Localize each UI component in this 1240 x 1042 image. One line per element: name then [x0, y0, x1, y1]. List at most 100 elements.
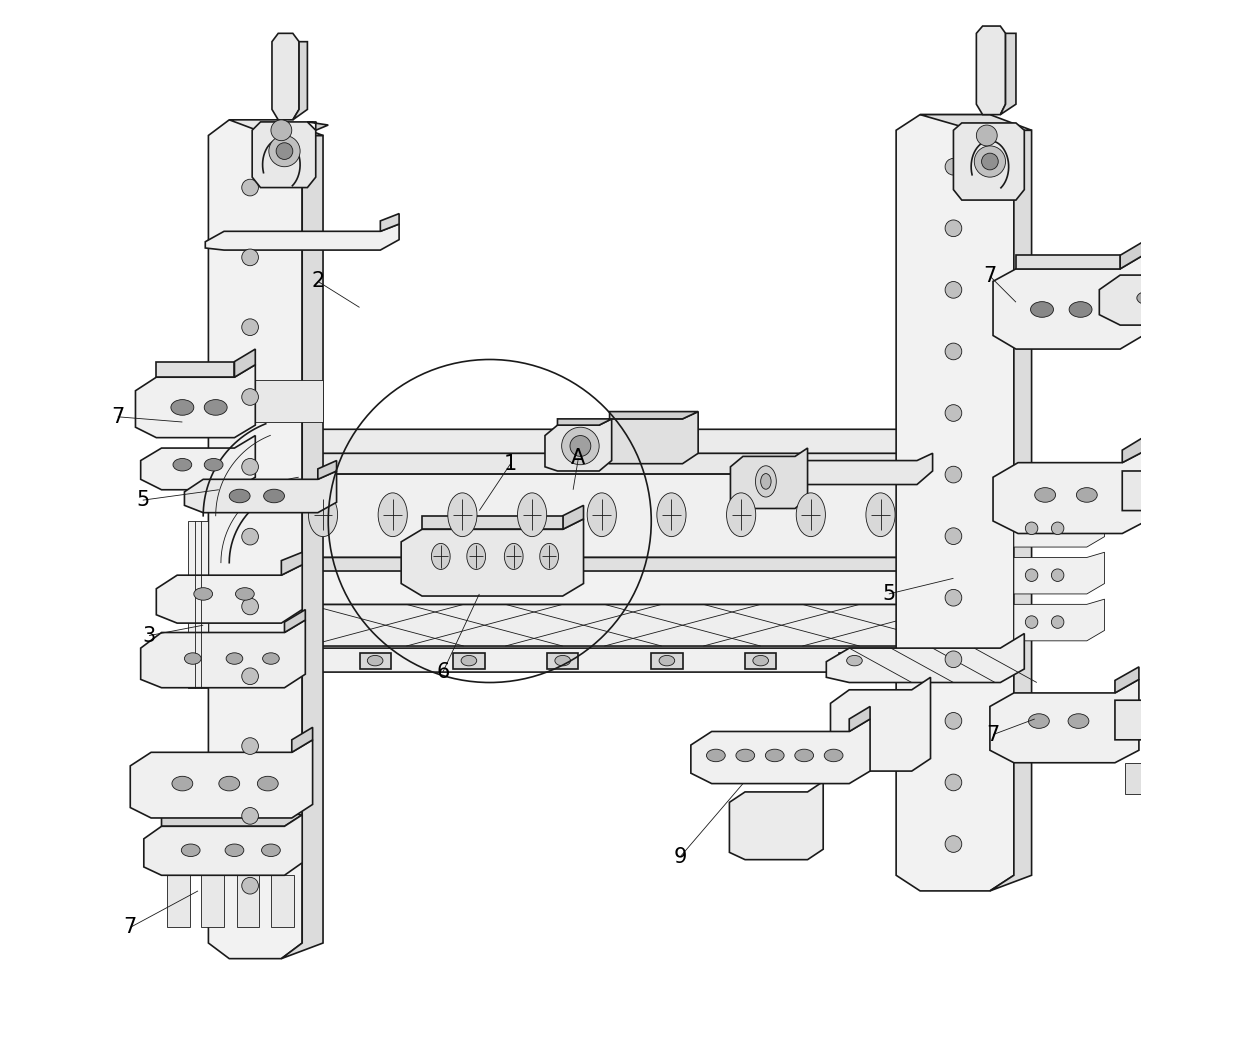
Circle shape	[945, 651, 962, 668]
Ellipse shape	[171, 399, 193, 416]
Polygon shape	[544, 419, 611, 471]
Ellipse shape	[505, 544, 523, 569]
Text: 9: 9	[673, 846, 687, 867]
Circle shape	[945, 281, 962, 298]
Circle shape	[1025, 616, 1038, 628]
Text: 7: 7	[986, 724, 999, 745]
Ellipse shape	[1076, 488, 1097, 502]
Circle shape	[1052, 616, 1064, 628]
Polygon shape	[760, 453, 932, 485]
Polygon shape	[831, 677, 930, 771]
Polygon shape	[1115, 667, 1138, 693]
Text: 3: 3	[143, 625, 156, 646]
Circle shape	[562, 427, 599, 465]
Circle shape	[945, 466, 962, 482]
Circle shape	[277, 143, 293, 159]
Polygon shape	[1146, 763, 1163, 794]
Ellipse shape	[172, 776, 192, 791]
Ellipse shape	[181, 844, 200, 857]
Ellipse shape	[517, 493, 547, 537]
Circle shape	[270, 120, 291, 141]
Ellipse shape	[174, 458, 192, 471]
Ellipse shape	[707, 749, 725, 762]
Ellipse shape	[825, 749, 843, 762]
Polygon shape	[610, 412, 698, 419]
Polygon shape	[1016, 255, 1120, 269]
Polygon shape	[144, 815, 303, 875]
Polygon shape	[993, 255, 1143, 349]
Polygon shape	[1100, 263, 1211, 325]
Ellipse shape	[660, 655, 675, 666]
Polygon shape	[838, 653, 870, 669]
Circle shape	[945, 343, 962, 359]
Circle shape	[945, 713, 962, 729]
Polygon shape	[360, 653, 391, 669]
Polygon shape	[381, 214, 399, 231]
Polygon shape	[745, 653, 776, 669]
Circle shape	[242, 179, 258, 196]
Circle shape	[1052, 569, 1064, 581]
Ellipse shape	[205, 399, 227, 416]
Polygon shape	[265, 604, 932, 646]
Polygon shape	[281, 135, 324, 959]
Polygon shape	[1014, 552, 1105, 594]
Text: A: A	[572, 448, 585, 469]
Ellipse shape	[367, 655, 383, 666]
Ellipse shape	[185, 652, 201, 665]
Circle shape	[1052, 522, 1064, 535]
Circle shape	[975, 146, 1006, 177]
Polygon shape	[265, 557, 932, 584]
Ellipse shape	[226, 652, 243, 665]
Circle shape	[945, 158, 962, 175]
Circle shape	[945, 836, 962, 852]
Circle shape	[945, 590, 962, 606]
Polygon shape	[1126, 763, 1142, 794]
Circle shape	[1025, 569, 1038, 581]
Polygon shape	[1001, 33, 1016, 115]
Polygon shape	[1188, 763, 1204, 794]
Polygon shape	[161, 813, 303, 826]
Polygon shape	[1014, 599, 1105, 641]
Polygon shape	[201, 875, 224, 927]
Ellipse shape	[554, 655, 570, 666]
Polygon shape	[206, 224, 399, 250]
Circle shape	[242, 249, 258, 266]
Polygon shape	[558, 419, 611, 425]
Ellipse shape	[1142, 481, 1161, 494]
Ellipse shape	[657, 493, 686, 537]
Polygon shape	[272, 33, 299, 120]
Polygon shape	[308, 122, 329, 130]
Ellipse shape	[847, 655, 862, 666]
Polygon shape	[291, 727, 312, 752]
Polygon shape	[265, 446, 932, 479]
Ellipse shape	[229, 489, 250, 503]
Circle shape	[269, 135, 300, 167]
Polygon shape	[1190, 250, 1211, 275]
Polygon shape	[849, 706, 870, 731]
Ellipse shape	[236, 588, 254, 600]
Polygon shape	[284, 610, 305, 632]
Polygon shape	[317, 461, 336, 479]
Polygon shape	[252, 122, 316, 188]
Circle shape	[242, 458, 258, 475]
Circle shape	[945, 220, 962, 237]
Circle shape	[242, 808, 258, 824]
Polygon shape	[920, 115, 1032, 130]
Polygon shape	[130, 740, 312, 818]
Polygon shape	[651, 653, 682, 669]
Polygon shape	[990, 679, 1138, 763]
Polygon shape	[1120, 242, 1143, 269]
Text: 7: 7	[112, 406, 124, 427]
Ellipse shape	[1173, 292, 1192, 304]
Text: 5: 5	[882, 584, 895, 604]
Polygon shape	[691, 719, 870, 784]
Polygon shape	[140, 620, 305, 688]
Polygon shape	[547, 653, 578, 669]
Ellipse shape	[755, 466, 776, 497]
Circle shape	[242, 528, 258, 545]
Polygon shape	[265, 571, 932, 604]
Polygon shape	[270, 875, 294, 927]
Ellipse shape	[588, 493, 616, 537]
Ellipse shape	[193, 588, 212, 600]
Ellipse shape	[461, 655, 476, 666]
